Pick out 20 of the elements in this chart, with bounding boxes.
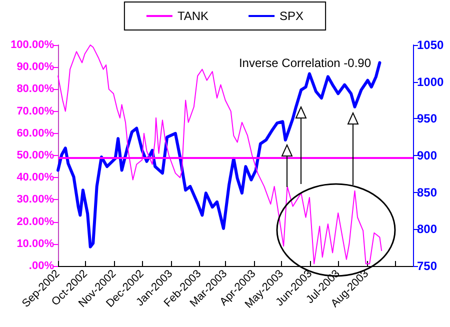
y2-tick-label: 1000 <box>417 74 444 89</box>
y-tick-label: 30.00% <box>16 194 54 206</box>
y-tick-label: 50.00% <box>16 150 54 162</box>
y-tick-label: 100.00% <box>10 39 54 51</box>
y2-tick-label: 900 <box>417 148 438 162</box>
y-tick-label: 60.00% <box>16 127 54 140</box>
legend-label: TANK <box>177 9 209 23</box>
annotation: Inverse Correlation -0.90 <box>238 56 372 70</box>
y2-tick-label: 750 <box>417 259 438 273</box>
y2-tick-label: 850 <box>417 185 438 200</box>
y-tick-label: 40.00% <box>16 172 54 184</box>
y-tick-label: 90.00% <box>16 61 54 74</box>
y-tick-label: 20.00% <box>16 216 54 228</box>
y2-tick-label: 800 <box>417 222 438 236</box>
y-tick-label: 80.00% <box>16 83 54 96</box>
y-tick-label: 10.00% <box>16 238 54 250</box>
y2-tick-label: 950 <box>417 112 438 126</box>
legend-label: SPX <box>280 9 304 23</box>
y2-tick-label: 1050 <box>417 38 444 52</box>
y-tick-label: 70.00% <box>16 105 54 118</box>
